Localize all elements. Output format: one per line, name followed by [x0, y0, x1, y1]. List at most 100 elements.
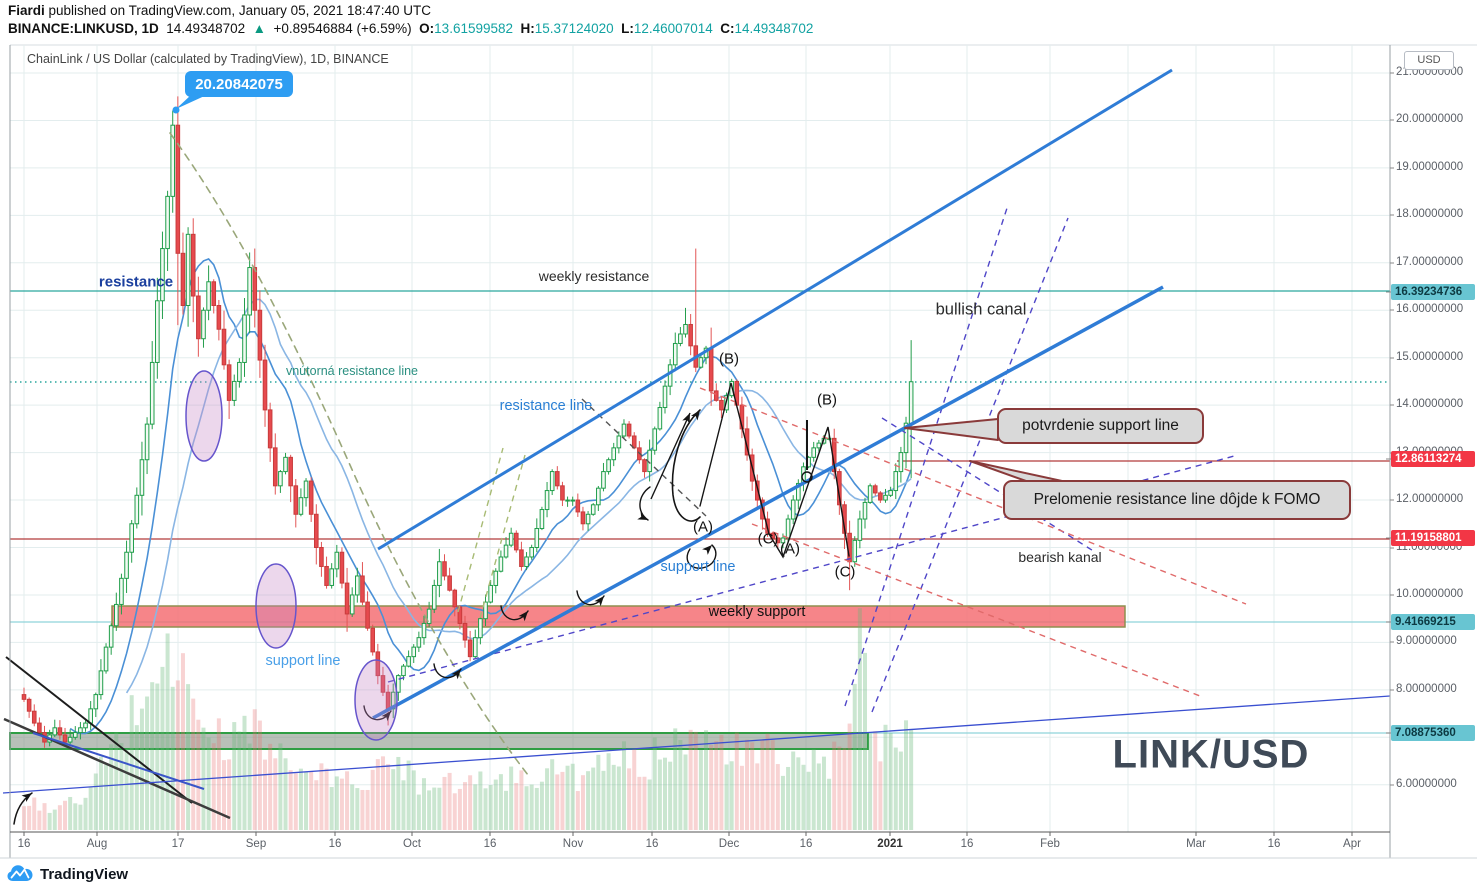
fomo-callout-tail[interactable] [969, 460, 1063, 482]
price-label-highlight: 11.19158801 [1391, 530, 1475, 546]
steep-blue-dashed-1[interactable] [844, 204, 1009, 707]
peak-price-callout[interactable]: 20.20842075 [185, 71, 293, 97]
price-label-highlight: 12.86113274 [1391, 451, 1475, 467]
black-trendline-1[interactable] [5, 656, 193, 804]
tradingview-logo-icon [7, 865, 33, 881]
bearish-channel-dashed-1[interactable] [699, 387, 1247, 605]
time-label: 16 [1267, 838, 1281, 850]
label-wave-a1[interactable]: (A) [693, 518, 713, 536]
price-change: +0.89546884 (+6.59%) [273, 21, 412, 36]
label-resistance[interactable]: resistance [98, 273, 174, 291]
symbol-name[interactable]: BINANCE:LINKUSD, 1D [8, 21, 159, 36]
arrowhead [702, 545, 712, 555]
label-inner-resistance[interactable]: vnútorná resistance line [285, 364, 419, 378]
arrowhead [451, 669, 461, 680]
byline-text: published on TradingView.com, January 05… [44, 3, 432, 18]
swirl-arrow[interactable] [686, 544, 717, 569]
high-value: 15.37124020 [534, 21, 614, 36]
open-value: 13.61599582 [434, 21, 514, 36]
descending-dashed-line[interactable] [169, 132, 529, 776]
price-label: 10.00000000 [1396, 588, 1464, 600]
last-price: 14.49348702 [166, 21, 246, 36]
channel-top-line[interactable] [377, 68, 1173, 551]
peak-marker-dot[interactable] [172, 106, 180, 114]
label-weekly-resistance[interactable]: weekly resistance [538, 268, 650, 284]
peak-price-callout-tail[interactable] [176, 93, 211, 109]
time-label: 2021 [877, 838, 903, 850]
bearish-resistance-dashed[interactable] [387, 454, 1239, 683]
arrowhead [690, 410, 700, 421]
price-label: 17.00000000 [1396, 256, 1464, 268]
price-label: 18.00000000 [1396, 208, 1464, 220]
chart-title: ChainLink / US Dollar (calculated by Tra… [27, 52, 389, 66]
rally-arrow[interactable] [650, 412, 691, 500]
time-label: Apr [1343, 838, 1361, 850]
tradingview-logo[interactable]: TradingView [7, 864, 128, 884]
potvrdenie-callout[interactable]: potvrdenie support line [997, 408, 1204, 444]
open-label: O: [419, 21, 435, 36]
price-label: 20.00000000 [1396, 113, 1464, 125]
label-wave-a2[interactable]: (A) [780, 540, 800, 558]
elliott-zigzag[interactable] [699, 382, 850, 559]
highlight-ellipse-3[interactable] [354, 659, 398, 741]
time-label: 16 [17, 838, 31, 850]
potvrdenie-callout-tail[interactable] [904, 418, 999, 441]
tradingview-logo-text: TradingView [40, 865, 129, 883]
candlesticks [21, 96, 914, 748]
bearish-channel-dashed-2[interactable] [751, 523, 1201, 697]
label-wave-b2[interactable]: (B) [817, 391, 837, 409]
price-label-highlight: 16.39234736 [1391, 284, 1475, 300]
price-label: 15.00000000 [1396, 351, 1464, 363]
arrowhead [21, 793, 32, 803]
arrowhead [637, 512, 648, 520]
volume-bars [22, 608, 914, 830]
price-label: 19.00000000 [1396, 161, 1464, 173]
time-label: 16 [483, 838, 497, 850]
label-resistance-line[interactable]: resistance line [499, 398, 593, 414]
time-label: 16 [799, 838, 813, 850]
price-label: 9.00000000 [1396, 635, 1457, 647]
marker-circle[interactable] [801, 471, 813, 483]
moving-average-10 [69, 258, 912, 735]
label-bearish-kanal[interactable]: bearish kanal [1018, 549, 1102, 565]
low-label: L: [621, 21, 634, 36]
arrowhead [518, 611, 528, 622]
channel-support-line[interactable] [372, 285, 1164, 720]
highlight-ellipse-2[interactable] [255, 563, 297, 649]
label-wave-b1[interactable]: (B) [719, 350, 739, 368]
up-arrow-icon: ▲ [252, 21, 267, 36]
blue-trendline-short[interactable] [32, 732, 205, 790]
time-label: Feb [1040, 838, 1060, 850]
label-bullish-canal[interactable]: bullish canal [935, 300, 1027, 319]
price-label: 16.00000000 [1396, 303, 1464, 315]
label-wave-c2[interactable]: (C) [834, 563, 856, 581]
price-label: 14.00000000 [1396, 398, 1464, 410]
close-label: C: [720, 21, 735, 36]
label-support-line-mid[interactable]: support line [660, 559, 736, 575]
time-label: Nov [562, 838, 584, 850]
long-blue-trendline[interactable] [2, 695, 1391, 794]
time-label: Sep [245, 838, 267, 850]
label-wave-c1[interactable]: (C) [757, 530, 779, 548]
arrowhead [381, 711, 391, 722]
price-label: 6.00000000 [1396, 778, 1457, 790]
currency-toggle-button[interactable]: USD [1404, 51, 1454, 70]
big-swoosh-arrow[interactable] [671, 409, 701, 522]
fomo-callout[interactable]: Prelomenie resistance line dôjde k FOMO [1003, 480, 1351, 520]
low-value: 12.46007014 [633, 21, 713, 36]
time-label: Aug [86, 838, 108, 850]
time-label: 16 [645, 838, 659, 850]
label-support-line-low[interactable]: support line [265, 653, 341, 669]
highlight-ellipse-1[interactable] [185, 370, 223, 462]
label-weekly-support[interactable]: weekly support [708, 604, 806, 620]
author-name: Fiardi [8, 3, 45, 18]
time-label: 17 [171, 838, 185, 850]
time-label: Dec [718, 838, 740, 850]
steep-blue-dashed-2[interactable] [871, 217, 1069, 713]
price-label-highlight: 7.08875360 [1391, 725, 1475, 741]
price-label: 8.00000000 [1396, 683, 1457, 695]
watermark: LINK/USD [1112, 732, 1310, 777]
price-label: 12.00000000 [1396, 493, 1464, 505]
